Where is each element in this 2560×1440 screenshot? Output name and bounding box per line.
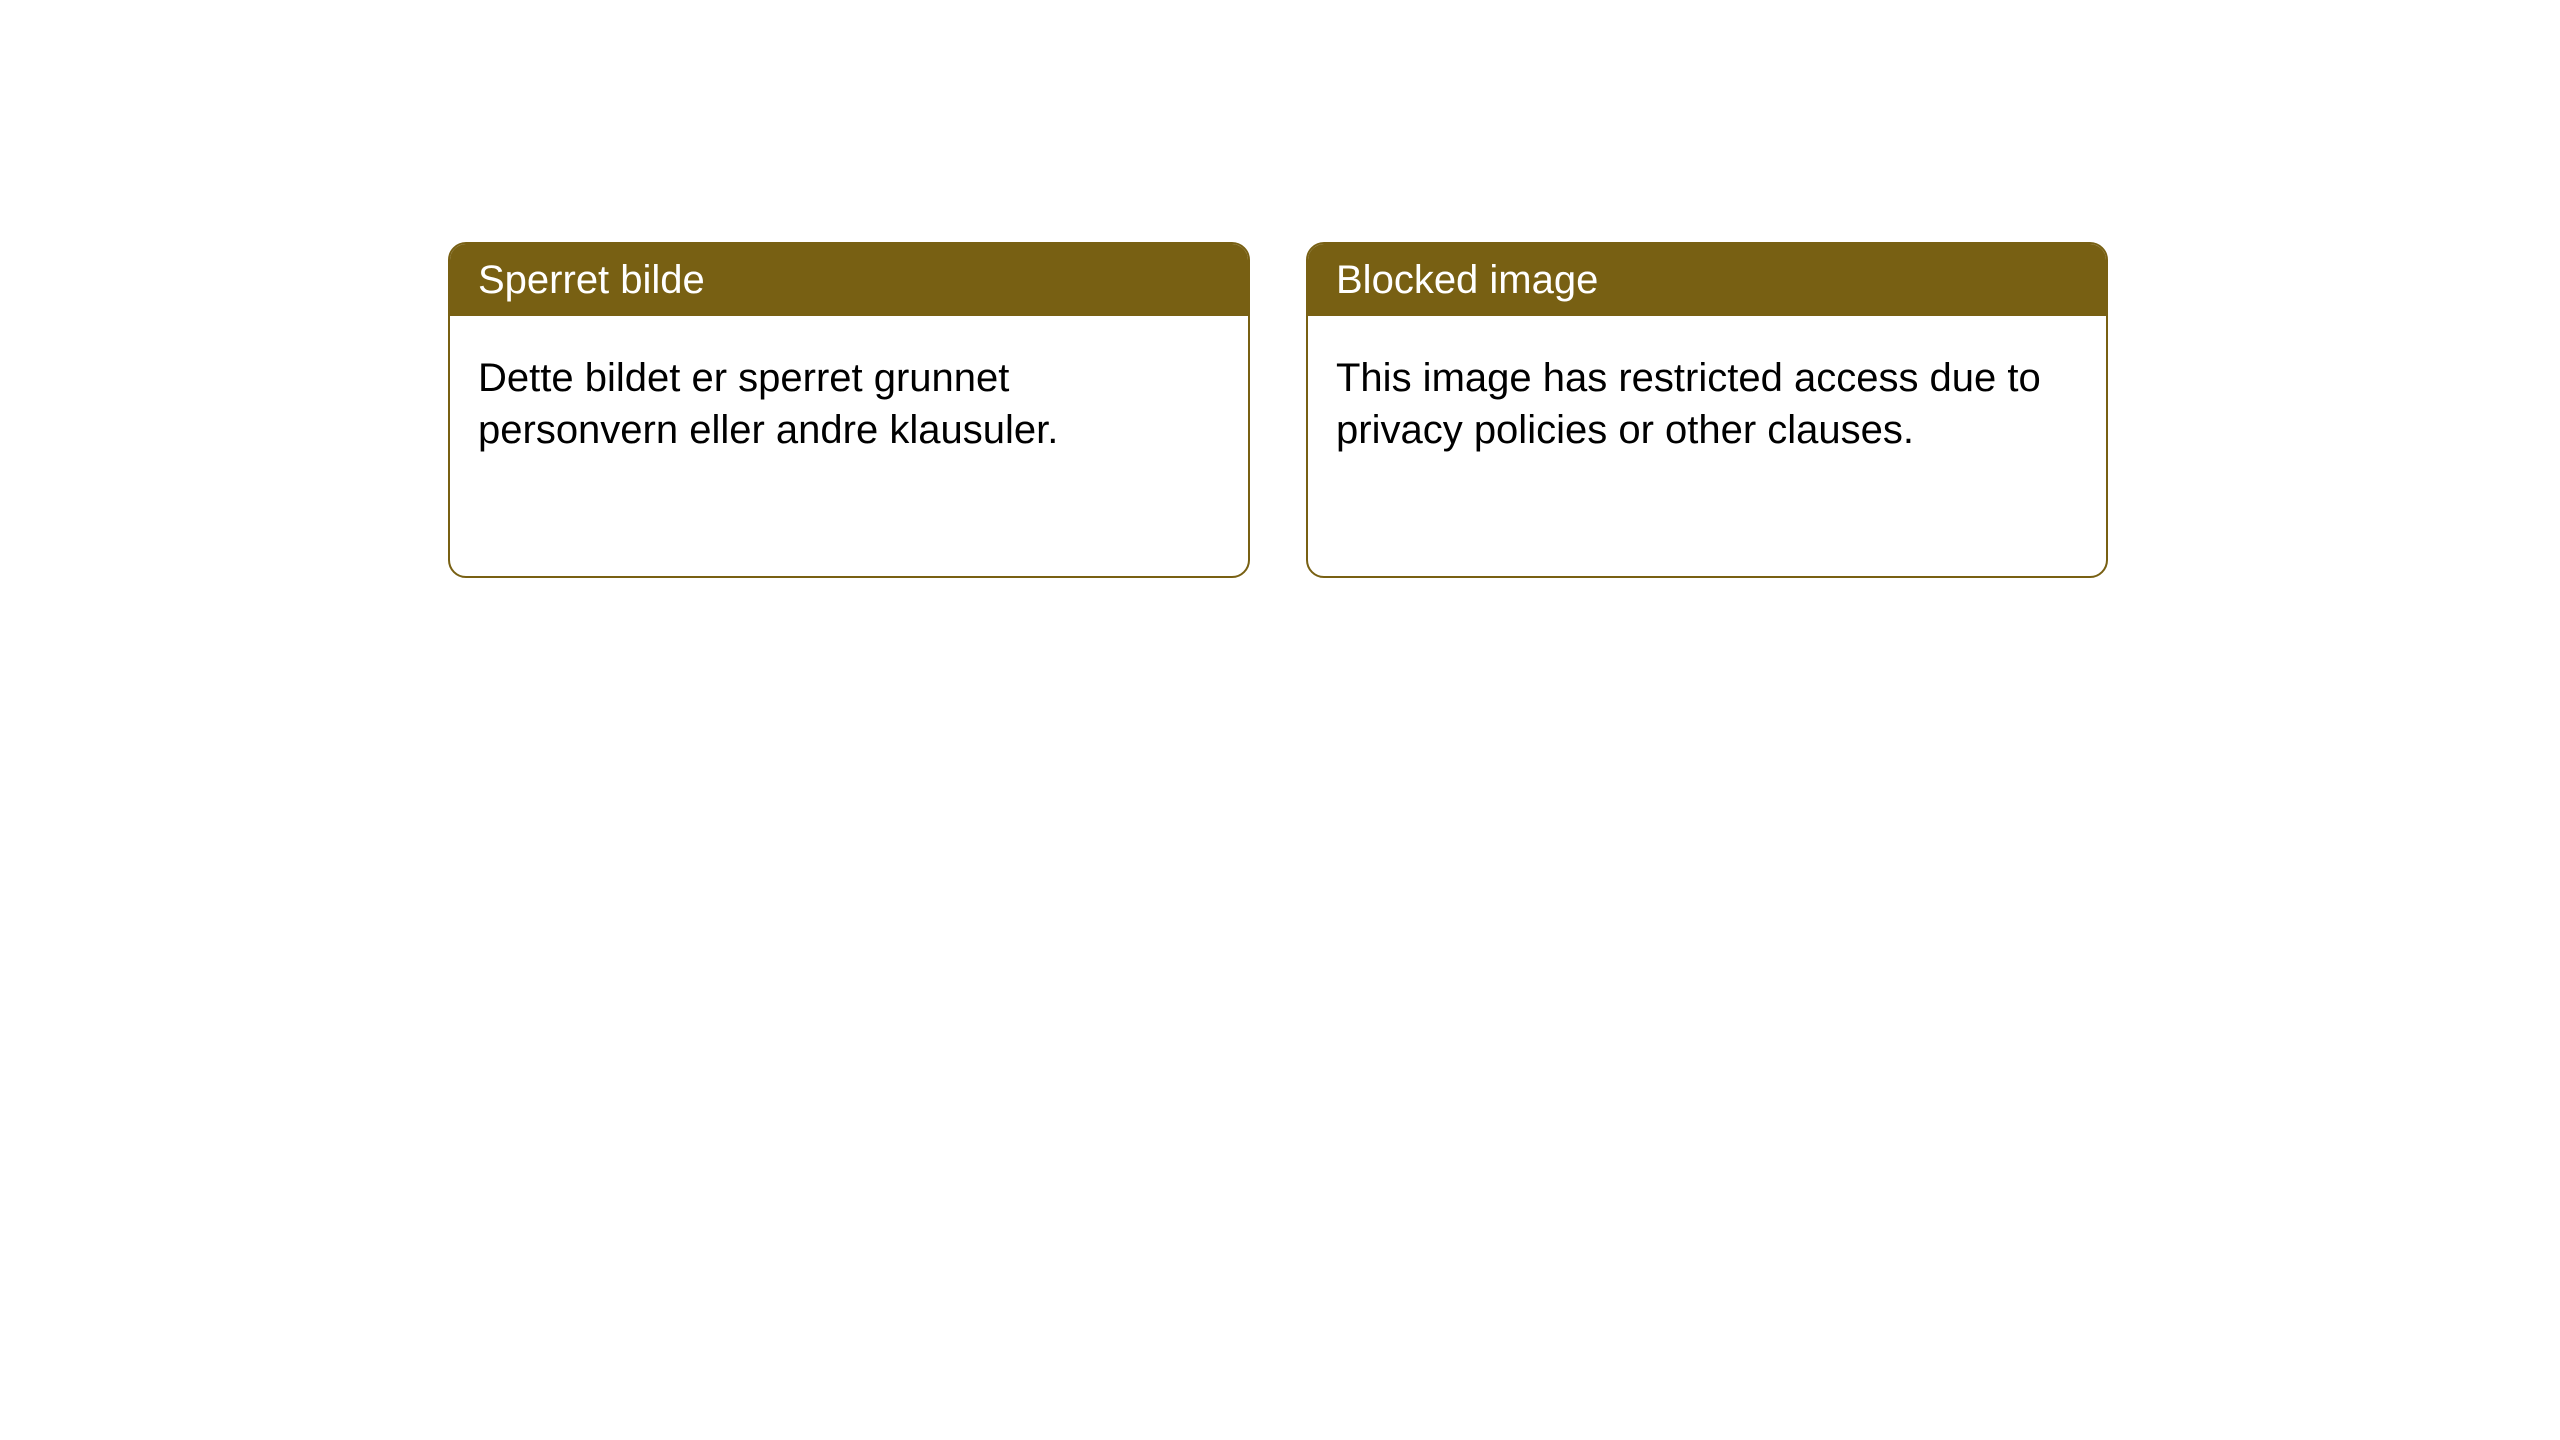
notice-card-body: Dette bildet er sperret grunnet personve… (450, 316, 1248, 492)
notice-card-body: This image has restricted access due to … (1308, 316, 2106, 492)
notice-card-norwegian: Sperret bilde Dette bildet er sperret gr… (448, 242, 1250, 578)
notice-card-title: Blocked image (1308, 244, 2106, 316)
notice-card-title: Sperret bilde (450, 244, 1248, 316)
notice-card-english: Blocked image This image has restricted … (1306, 242, 2108, 578)
notice-cards-row: Sperret bilde Dette bildet er sperret gr… (0, 0, 2560, 578)
